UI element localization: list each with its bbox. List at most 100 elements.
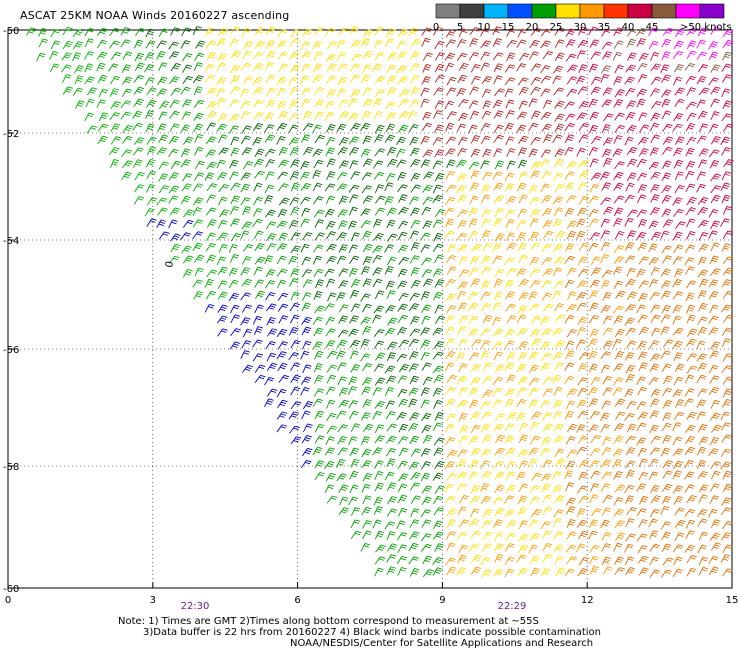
wind-barb: [386, 290, 396, 299]
wind-barb: [458, 425, 469, 434]
wind-barb: [589, 124, 599, 134]
wind-barb: [84, 51, 94, 60]
wind-barb: [517, 231, 527, 241]
wind-barb: [578, 362, 588, 372]
wind-barb: [168, 51, 180, 60]
wind-barb: [492, 255, 503, 264]
wind-barb: [709, 350, 720, 359]
wind-barb: [494, 233, 505, 242]
wind-barb: [674, 171, 684, 181]
wind-barb: [542, 494, 553, 503]
wind-barb: [636, 38, 647, 47]
wind-barb: [614, 484, 626, 493]
wind-barb: [386, 375, 397, 384]
wind-barb: [277, 362, 288, 372]
wind-barb: [301, 50, 312, 60]
wind-barb: [84, 76, 95, 85]
wind-barb: [421, 76, 432, 85]
wind-barb: [565, 340, 575, 350]
wind-barb: [228, 99, 240, 108]
wind-barb: [350, 232, 360, 242]
wind-barb: [697, 518, 708, 527]
wind-barb: [242, 50, 252, 60]
wind-barb: [697, 219, 709, 228]
wind-barb: [97, 74, 108, 84]
wind-barb: [518, 544, 529, 554]
wind-barb: [422, 376, 433, 386]
wind-barb: [650, 184, 660, 193]
wind-barb: [696, 171, 707, 181]
wind-barb: [362, 29, 374, 38]
wind-barb: [661, 483, 673, 493]
wind-barb: [708, 149, 720, 158]
wind-barb: [590, 376, 601, 386]
wind-barb: [348, 386, 358, 395]
wind-barb: [170, 27, 180, 36]
wind-barb: [385, 410, 396, 420]
wind-barb: [350, 89, 361, 98]
wind-barb: [372, 519, 382, 529]
wind-barb: [446, 413, 457, 422]
wind-barb: [674, 399, 685, 408]
wind-barb: [696, 340, 706, 350]
wind-barb: [362, 195, 374, 204]
wind-barb: [410, 75, 420, 84]
wind-barb: [673, 113, 684, 122]
wind-barb: [529, 532, 541, 541]
wind-barb: [542, 99, 553, 109]
wind-barb: [372, 314, 382, 324]
wind-barb: [613, 377, 624, 386]
wind-barb: [720, 304, 732, 313]
wind-barb: [313, 327, 324, 337]
wind-barb: [278, 197, 290, 206]
wind-barb: [721, 279, 732, 288]
wind-barb: [50, 29, 61, 38]
wind-barb: [433, 520, 443, 530]
wind-barb: [289, 171, 300, 180]
wind-barb: [588, 555, 599, 565]
wind-barb: [459, 495, 470, 504]
wind-barb: [216, 76, 227, 86]
wind-barb: [686, 218, 696, 228]
wind-barb: [469, 459, 480, 469]
wind-barb: [192, 231, 204, 240]
wind-barb: [301, 302, 312, 312]
wind-barb: [314, 435, 325, 444]
wind-barb: [493, 182, 504, 191]
wind-barb: [673, 209, 684, 217]
wind-barb: [336, 473, 347, 482]
wind-barb: [145, 40, 156, 49]
wind-barb: [637, 386, 648, 396]
wind-barb: [625, 567, 636, 576]
wind-barb: [205, 40, 217, 49]
wind-barb: [409, 351, 419, 360]
wind-barb: [327, 292, 337, 302]
wind-barb: [217, 328, 228, 337]
wind-barb: [601, 124, 611, 134]
wind-barb: [446, 305, 457, 314]
wind-barb: [302, 110, 313, 120]
wind-barb: [288, 137, 300, 146]
wind-barb: [504, 556, 515, 566]
wind-barb: [265, 209, 276, 218]
wind-barb: [685, 183, 696, 193]
wind-barb: [180, 159, 192, 168]
wind-barb: [722, 74, 733, 83]
wind-barb: [276, 351, 287, 360]
wind-barb: [350, 39, 362, 48]
wind-barb: [348, 400, 359, 409]
wind-barb: [169, 123, 180, 132]
wind-barb: [470, 278, 481, 287]
wind-barb: [146, 218, 157, 227]
wind-barb: [314, 111, 324, 121]
wind-barb: [720, 136, 731, 146]
wind-barb: [146, 146, 157, 156]
wind-barb: [576, 399, 587, 409]
wind-barb: [602, 291, 612, 301]
wind-barb: [360, 220, 372, 229]
wind-barb: [194, 52, 205, 62]
wind-barb: [410, 172, 421, 182]
wind-barb: [612, 459, 623, 468]
grid-lines: [8, 30, 732, 588]
wind-barb: [300, 218, 310, 228]
